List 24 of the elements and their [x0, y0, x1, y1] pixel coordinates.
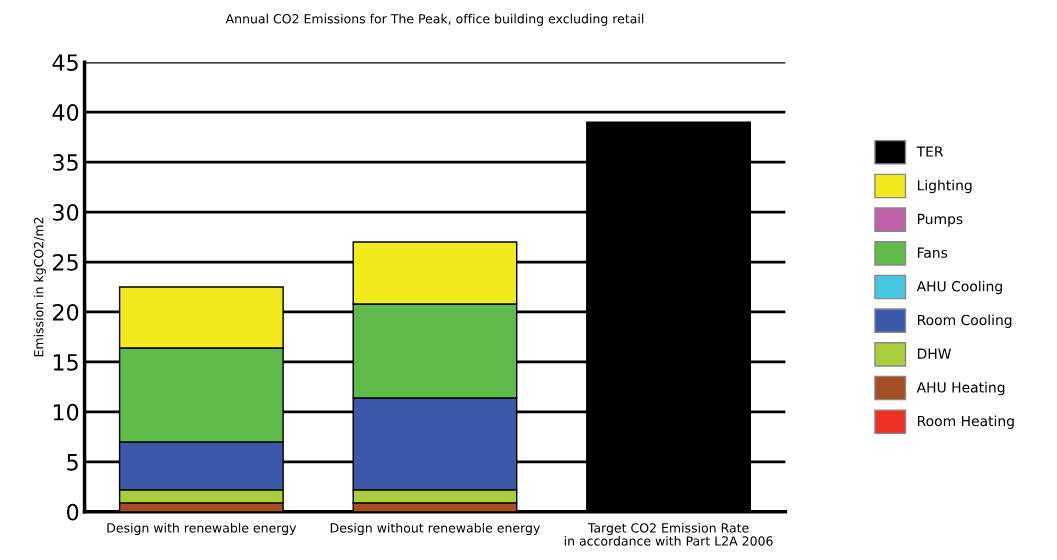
x-tick-label: Design with renewable energy — [107, 522, 297, 536]
legend-label: Room Cooling — [917, 314, 1012, 328]
y-tick-label: 45 — [52, 54, 78, 71]
y-axis-title: Emission in kgCO2/m2 — [33, 217, 46, 357]
x-tick-label: Design without renewable energy — [330, 522, 540, 536]
legend-label: DHW — [917, 348, 952, 359]
y-tick-label: 30 — [53, 204, 79, 221]
y-tick-label: 0 — [67, 503, 79, 521]
legend-label: AHU Heating — [916, 381, 1005, 396]
y-tick-label: 15 — [53, 354, 78, 371]
legend-label: AHU Cooling — [916, 280, 1002, 295]
chart-title: Annual CO2 Emissions for The Peak, office building excluding retail — [225, 13, 644, 26]
y-tick-label: 5 — [67, 454, 78, 471]
legend-label: TER — [916, 146, 944, 157]
y-tick-label: 25 — [53, 253, 78, 271]
y-tick-label: 35 — [53, 154, 78, 171]
x-tick-label: Target CO2 Emission Rate in accordance with Part L2A 2006 — [564, 522, 773, 546]
y-tick-label: 40 — [52, 104, 79, 121]
legend-label: Pumps — [917, 213, 963, 227]
y-tick-label: 20 — [53, 303, 79, 321]
legend-label: Fans — [917, 247, 948, 258]
legend-label: Room Heating — [917, 415, 1014, 429]
y-tick-label: 10 — [53, 403, 79, 421]
legend-label: Lighting — [917, 179, 972, 194]
